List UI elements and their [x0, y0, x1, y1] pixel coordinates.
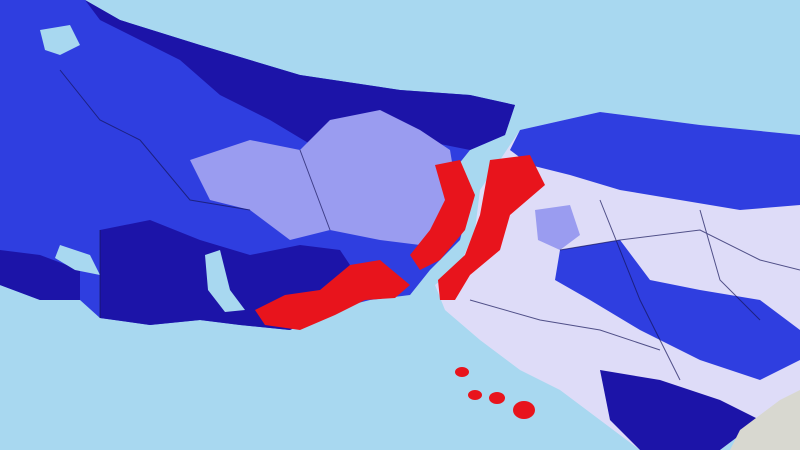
- europe-dark-north: [85, 0, 515, 160]
- europe-medium-zone: [190, 110, 455, 245]
- island: [468, 390, 482, 400]
- europe-red-historic: [255, 260, 410, 330]
- asia-darkest-coast: [600, 370, 760, 450]
- asia-dark-north: [510, 112, 800, 210]
- island: [489, 392, 505, 404]
- other-land-southeast: [730, 390, 800, 450]
- boundary-line: [469, 299, 661, 351]
- island: [513, 401, 535, 419]
- boundary-line: [139, 139, 251, 211]
- golden-horn: [55, 245, 100, 275]
- europe-red-bosphorus: [410, 160, 475, 270]
- boundary-line: [299, 149, 331, 231]
- european-side: [0, 0, 515, 330]
- boundary-line: [599, 199, 681, 381]
- asia-medium-patch: [535, 205, 580, 250]
- boundary-line: [699, 209, 761, 321]
- boundaries: [59, 69, 800, 381]
- asia-red-uskudar: [438, 155, 545, 300]
- lake-kucukcekmece: [205, 250, 245, 312]
- terkos-lake: [40, 25, 80, 55]
- boundary-line: [559, 229, 800, 271]
- europe-dark-west: [0, 250, 80, 300]
- princes-islands: [455, 367, 535, 419]
- boundary-line: [59, 69, 141, 141]
- asia-dark-band: [555, 240, 800, 380]
- island: [455, 367, 469, 377]
- asian-side: [435, 112, 800, 450]
